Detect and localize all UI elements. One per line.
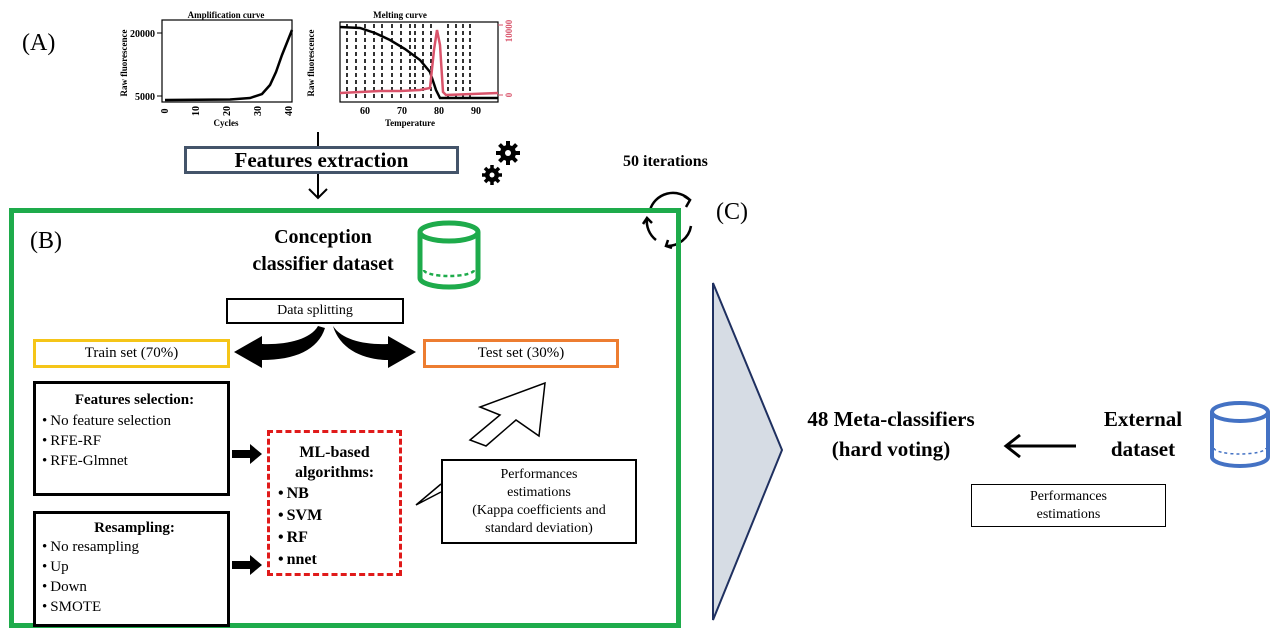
features-selection-title: Features selection: bbox=[42, 392, 227, 409]
performances-outer-box: Performances estimations bbox=[971, 484, 1166, 527]
arrow-external-to-meta bbox=[1006, 435, 1076, 457]
ml-algorithms-title-line1: ML-based bbox=[278, 443, 391, 463]
list-item: SVM bbox=[278, 505, 399, 527]
conception-title: Conception classifier dataset bbox=[233, 224, 413, 278]
performances-inner-line3: (Kappa coefficients and bbox=[472, 502, 605, 520]
melting-xtick-90: 90 bbox=[471, 106, 481, 117]
amplification-chart: Amplification curve Raw fluorescence 200… bbox=[119, 10, 295, 128]
ml-algorithms-list: NB SVM RF nnet bbox=[278, 483, 399, 571]
performances-outer-line1: Performances bbox=[1030, 488, 1107, 506]
amplification-ylabel: Raw fluorescence bbox=[119, 29, 129, 96]
resampling-title: Resampling: bbox=[42, 520, 227, 537]
performances-inner-line1: Performances bbox=[501, 466, 578, 484]
amplification-title: Amplification curve bbox=[188, 10, 265, 20]
amp-xtick-20: 20 bbox=[222, 106, 233, 116]
list-item: No feature selection bbox=[42, 411, 227, 431]
train-set-box: Train set (70%) bbox=[33, 339, 230, 368]
melting-chart: Melting curve Raw fluorescence 10000 0 6… bbox=[306, 10, 514, 128]
amplification-ytick-bottom: 5000 bbox=[135, 92, 155, 103]
melting-title: Melting curve bbox=[373, 10, 427, 20]
amp-xtick-0: 0 bbox=[160, 109, 171, 114]
list-item: NB bbox=[278, 483, 399, 505]
resampling-list: No resampling Up Down SMOTE bbox=[42, 537, 227, 617]
external-dataset-label: External dataset bbox=[1083, 404, 1203, 464]
performances-inner-line4: standard deviation) bbox=[485, 520, 593, 538]
amp-xtick-10: 10 bbox=[191, 106, 202, 116]
performances-inner-box: Performances estimations (Kappa coeffici… bbox=[441, 459, 637, 544]
list-item: Down bbox=[42, 577, 227, 597]
features-extraction-box: Features extraction bbox=[184, 146, 459, 174]
gear-icon bbox=[482, 141, 520, 185]
list-item: No resampling bbox=[42, 537, 227, 557]
features-selection-box: Features selection: No feature selection… bbox=[33, 381, 230, 496]
external-dataset-line1: External bbox=[1083, 404, 1203, 434]
list-item: RFE-Glmnet bbox=[42, 451, 227, 471]
list-item: RFE-RF bbox=[42, 431, 227, 451]
performances-outer-line2: estimations bbox=[1037, 506, 1101, 524]
ml-algorithms-box: ML-based algorithms: NB SVM RF nnet bbox=[267, 430, 402, 576]
performances-inner-line2: estimations bbox=[507, 484, 571, 502]
iterations-label: 50 iterations bbox=[623, 153, 708, 171]
resampling-box: Resampling: No resampling Up Down SMOTE bbox=[33, 511, 230, 627]
meta-classifiers-label: 48 Meta-classifiers (hard voting) bbox=[786, 404, 996, 464]
features-selection-list: No feature selection RFE-RF RFE-Glmnet bbox=[42, 411, 227, 471]
melting-xtick-80: 80 bbox=[434, 106, 444, 117]
list-item: nnet bbox=[278, 549, 399, 571]
meta-triangle bbox=[713, 283, 782, 620]
list-item: SMOTE bbox=[42, 597, 227, 617]
melting-right-tick-bottom: 0 bbox=[504, 92, 514, 97]
melting-xlabel: Temperature bbox=[385, 118, 435, 128]
amp-xtick-30: 30 bbox=[253, 106, 264, 116]
amp-xtick-40: 40 bbox=[284, 106, 295, 116]
test-set-box: Test set (30%) bbox=[423, 339, 619, 368]
conception-title-line2: classifier dataset bbox=[233, 251, 413, 278]
meta-classifiers-line2: (hard voting) bbox=[786, 434, 996, 464]
melting-right-tick-top: 10000 bbox=[504, 19, 514, 42]
data-splitting-box: Data splitting bbox=[226, 298, 404, 324]
melting-ylabel: Raw fluorescence bbox=[306, 29, 316, 96]
database-icon-external bbox=[1212, 403, 1268, 466]
amplification-xlabel: Cycles bbox=[214, 118, 239, 128]
external-dataset-line2: dataset bbox=[1083, 434, 1203, 464]
melting-xtick-60: 60 bbox=[360, 106, 370, 117]
list-item: Up bbox=[42, 557, 227, 577]
melting-xtick-70: 70 bbox=[397, 106, 407, 117]
meta-classifiers-line1: 48 Meta-classifiers bbox=[786, 404, 996, 434]
list-item: RF bbox=[278, 527, 399, 549]
amplification-ytick-top: 20000 bbox=[130, 29, 155, 40]
ml-algorithms-title-line2: algorithms: bbox=[278, 463, 391, 483]
ml-algorithms-title: ML-based algorithms: bbox=[278, 443, 391, 483]
label-a: (A) bbox=[22, 30, 55, 57]
conception-title-line1: Conception bbox=[233, 224, 413, 251]
label-c: (C) bbox=[716, 199, 748, 226]
